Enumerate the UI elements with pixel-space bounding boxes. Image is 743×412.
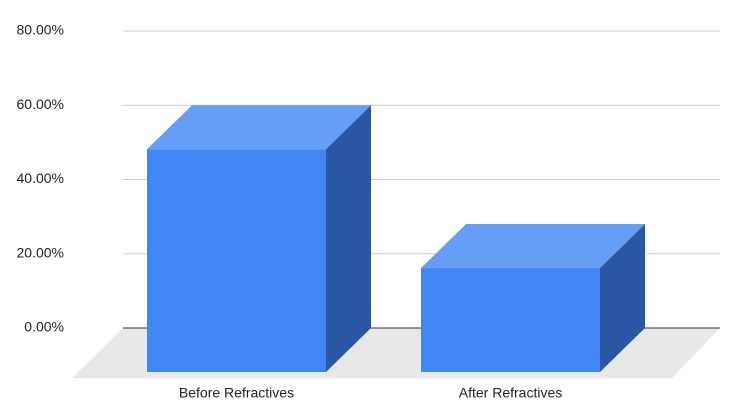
bar bbox=[421, 224, 645, 372]
y-tick-label: 20.00% bbox=[17, 244, 64, 260]
y-tick-label: 60.00% bbox=[17, 96, 64, 112]
y-tick-label: 80.00% bbox=[17, 22, 64, 38]
bar-top bbox=[421, 224, 645, 269]
bar bbox=[147, 105, 371, 372]
bar-top bbox=[147, 105, 371, 150]
bar-front bbox=[421, 268, 600, 372]
bar-front bbox=[147, 149, 326, 372]
y-tick-label: 0.00% bbox=[24, 319, 64, 335]
x-tick-label: After Refractives bbox=[459, 385, 562, 401]
bar-side bbox=[600, 224, 645, 372]
bar-side bbox=[326, 105, 371, 372]
y-tick-label: 40.00% bbox=[17, 170, 64, 186]
x-tick-label: Before Refractives bbox=[179, 385, 294, 401]
